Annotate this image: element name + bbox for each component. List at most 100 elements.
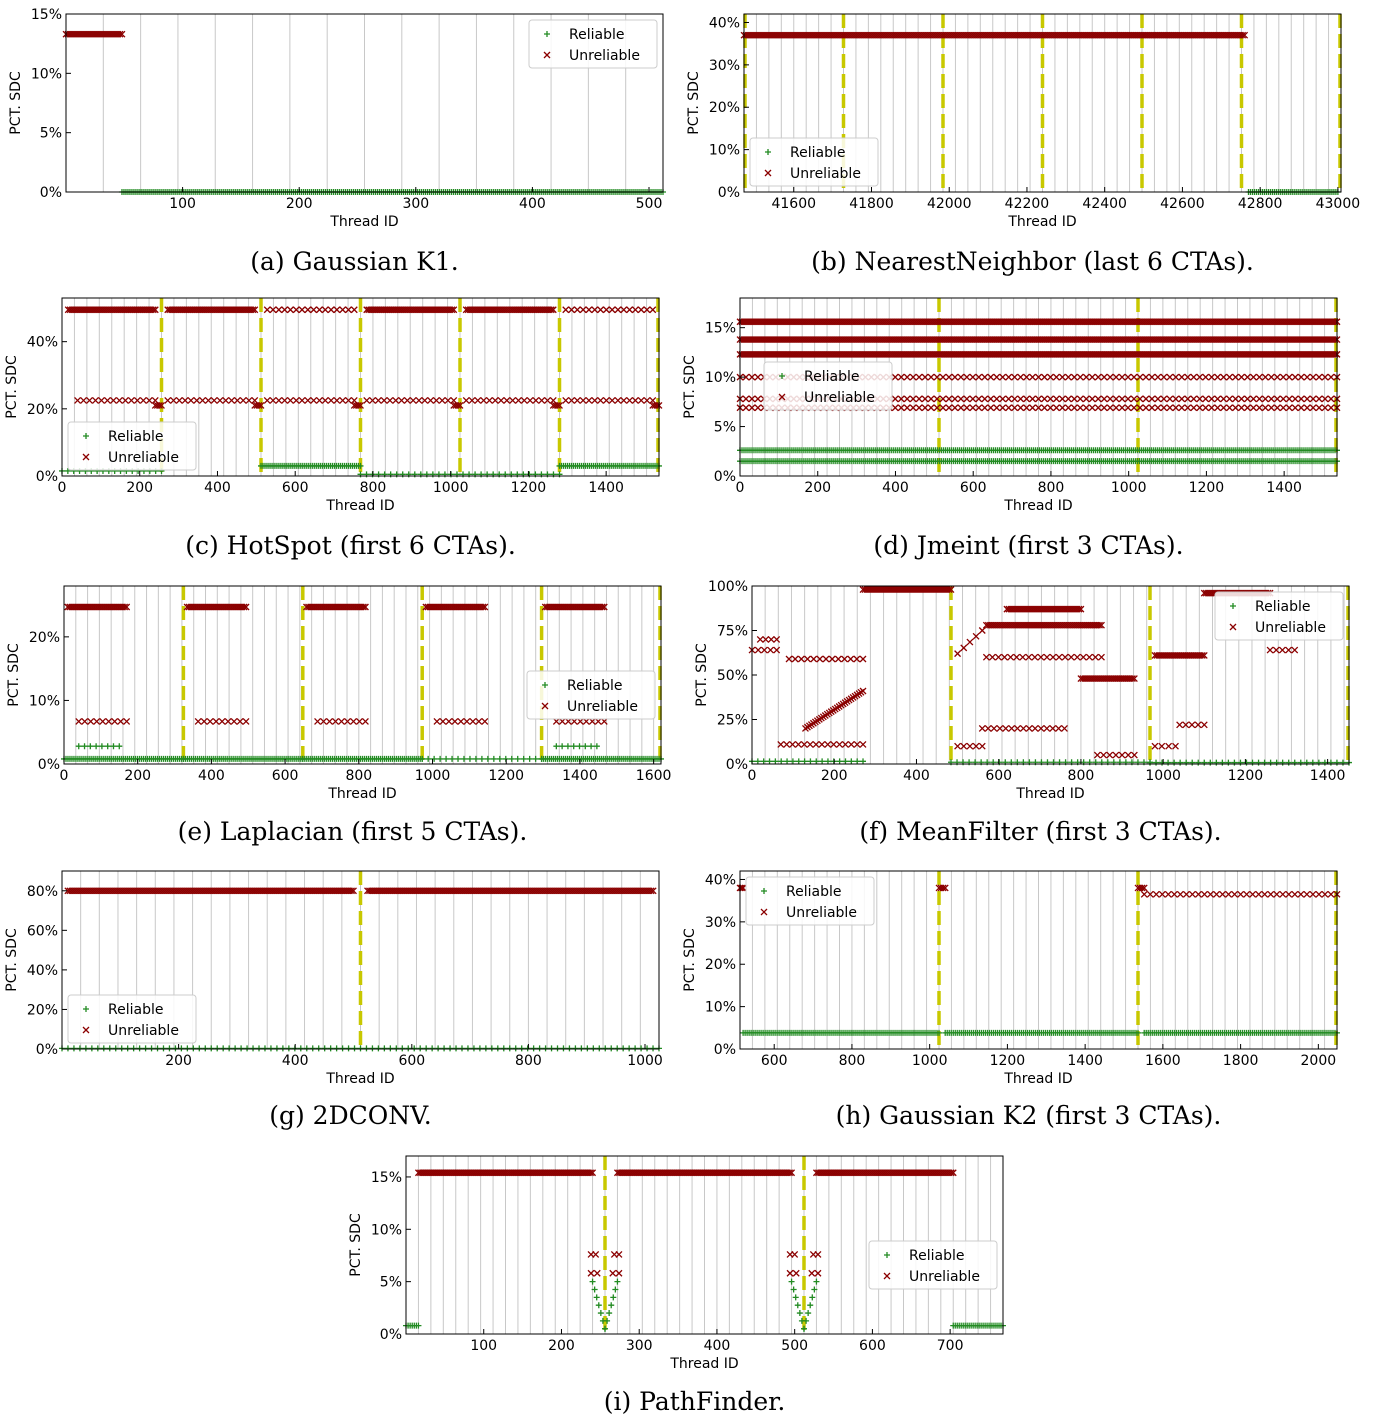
legend-reliable-label: Reliable <box>108 429 163 445</box>
unreliable-point <box>1118 404 1126 412</box>
unreliable-point <box>1232 404 1239 412</box>
unreliable-point <box>1226 373 1233 381</box>
y-tick-label: 0% <box>718 185 740 201</box>
unreliable-point <box>1208 404 1216 412</box>
x-tick-label: 400 <box>903 768 930 784</box>
unreliable-point <box>454 402 462 409</box>
chart-panel-d: 0%5%10%15%0 200 400 600 800 1000 1200 1400Threa… <box>682 297 1341 560</box>
unreliable-point <box>86 396 93 404</box>
unreliable-point <box>1273 373 1281 381</box>
unreliable-point <box>103 396 111 404</box>
unreliable-point <box>257 402 265 409</box>
unreliable-point <box>1261 404 1269 412</box>
y-tick-label: 75% <box>717 624 748 640</box>
y-tick-label: 40% <box>27 335 58 351</box>
unreliable-point <box>1130 404 1138 412</box>
y-tick-label: 0% <box>36 469 58 485</box>
unreliable-point <box>526 396 534 404</box>
unreliable-point <box>999 395 1007 403</box>
unreliable-point <box>1190 404 1198 412</box>
x-tick-label: 1000 <box>415 768 451 784</box>
unreliable-point <box>333 306 341 314</box>
unreliable-point <box>626 396 634 404</box>
unreliable-point <box>649 306 657 314</box>
unreliable-point <box>1214 395 1222 403</box>
unreliable-point <box>597 306 605 314</box>
unreliable-point <box>118 30 126 38</box>
chart-panel-f: 0%25%50%75%100%0 200 400 600 800 1000 1200 1400… <box>694 579 1352 846</box>
unreliable-point <box>1267 395 1275 403</box>
legend-unreliable-label: Unreliable <box>1255 620 1326 636</box>
unreliable-point <box>392 396 400 404</box>
unreliable-point <box>109 396 117 404</box>
unreliable-point <box>1035 395 1042 403</box>
x-axis-label: Thread ID <box>325 1071 394 1087</box>
unreliable-point <box>363 396 371 404</box>
series-unreliable-segment <box>74 396 159 404</box>
y-axis-label: PCT. SDC <box>4 928 20 992</box>
unreliable-point <box>538 396 546 404</box>
x-tick-label: 41600 <box>771 196 816 212</box>
series-unreliable-segment <box>350 402 364 409</box>
unreliable-point <box>121 396 129 404</box>
unreliable-point <box>315 396 323 404</box>
x-tick-label: 1400 <box>562 768 598 784</box>
unreliable-point <box>1178 395 1186 403</box>
unreliable-point <box>903 373 911 381</box>
unreliable-point <box>1106 395 1114 403</box>
unreliable-point <box>304 396 312 404</box>
unreliable-point <box>1220 404 1228 412</box>
unreliable-point <box>491 396 499 404</box>
unreliable-point <box>969 404 977 412</box>
unreliable-point <box>614 396 622 404</box>
unreliable-point <box>957 395 965 403</box>
unreliable-point <box>1238 404 1245 412</box>
x-tick-label: 600 <box>282 480 309 496</box>
unreliable-point <box>999 373 1007 381</box>
unreliable-point <box>415 396 423 404</box>
unreliable-point <box>199 396 207 404</box>
unreliable-point <box>281 396 289 404</box>
x-axis-label: Thread ID <box>327 786 396 802</box>
unreliable-point <box>620 396 628 404</box>
y-tick-label: 0% <box>38 757 60 773</box>
y-tick-label: 100% <box>708 579 748 595</box>
unreliable-point <box>216 396 224 404</box>
unreliable-point <box>1238 395 1245 403</box>
y-tick-label: 25% <box>717 713 748 729</box>
unreliable-point <box>553 402 561 409</box>
unreliable-point <box>1249 404 1257 412</box>
unreliable-point <box>1076 395 1084 403</box>
y-tick-label: 10% <box>705 370 736 386</box>
unreliable-point <box>315 306 323 314</box>
y-axis-label: PCT. SDC <box>4 355 20 419</box>
legend-reliable-marker <box>765 149 771 155</box>
unreliable-point <box>987 404 995 412</box>
unreliable-point <box>951 373 959 381</box>
unreliable-point <box>386 396 394 404</box>
unreliable-point <box>1279 373 1287 381</box>
unreliable-point <box>1112 395 1120 403</box>
unreliable-point <box>1309 404 1317 412</box>
x-tick-label: 400 <box>204 480 231 496</box>
unreliable-point <box>993 395 1001 403</box>
x-tick-label: 800 <box>1068 768 1095 784</box>
legend-box <box>67 421 197 471</box>
x-tick-label: 42200 <box>1005 196 1050 212</box>
x-tick-label: 400 <box>282 1053 309 1069</box>
unreliable-point <box>1148 404 1156 412</box>
unreliable-point <box>339 396 347 404</box>
unreliable-point <box>181 396 189 404</box>
unreliable-point <box>1255 373 1263 381</box>
unreliable-point <box>921 404 929 412</box>
x-tick-label: 1000 <box>627 1053 663 1069</box>
unreliable-point <box>1029 404 1036 412</box>
unreliable-point <box>969 395 977 403</box>
series-unreliable-segment <box>982 621 1105 629</box>
unreliable-point <box>631 396 639 404</box>
unreliable-point <box>903 395 911 403</box>
